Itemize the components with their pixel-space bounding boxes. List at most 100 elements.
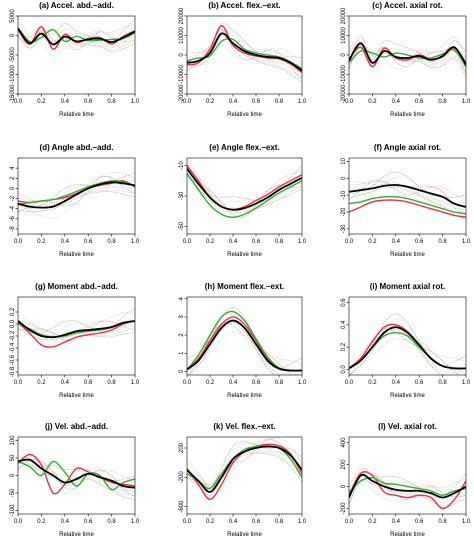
- individual-curve: [349, 181, 466, 210]
- x-tick-label: 0.6: [415, 239, 424, 245]
- y-tick-label: 4: [10, 166, 16, 170]
- x-tick-label: 1.0: [131, 239, 140, 245]
- y-tick-label: -4: [10, 205, 16, 211]
- y-tick-label: 10000: [341, 26, 347, 43]
- x-tick-label: 0.4: [392, 239, 401, 245]
- x-tick-label: 0.8: [107, 380, 116, 386]
- series-line-mean: [18, 181, 135, 209]
- x-tick-label: 0.6: [415, 380, 424, 386]
- individual-curve: [349, 318, 466, 372]
- individual-curve: [187, 175, 302, 213]
- y-tick-label: 20000: [179, 7, 185, 24]
- panel-12: (l) Vel. axial rot. 0.0 0.2 0.4 0.6 0.8 1.0 400…: [341, 422, 471, 538]
- x-axis-label: Relative time: [390, 393, 425, 399]
- y-tick-label: -20000: [179, 84, 185, 103]
- series-line-green: [187, 172, 302, 218]
- x-tick-label: 1.0: [462, 239, 471, 245]
- individual-curve: [18, 189, 135, 207]
- panel-title: (e) Angle flex.–ext.: [209, 143, 279, 152]
- individual-curve: [18, 459, 135, 497]
- individual-curve: [187, 451, 302, 491]
- x-tick-label: 0.2: [368, 519, 377, 525]
- x-tick-label: 0.8: [107, 519, 116, 525]
- y-tick-label: 0.2: [341, 342, 347, 351]
- series-line-mean: [349, 326, 466, 370]
- individual-curve: [349, 47, 466, 73]
- y-tick-label: -30: [179, 191, 185, 200]
- individual-curve: [18, 25, 135, 49]
- individual-curve: [349, 41, 466, 73]
- x-tick-label: 0.0: [345, 239, 354, 245]
- y-tick-label: 0: [10, 33, 16, 37]
- individual-curve: [349, 324, 466, 373]
- x-tick-label: 0.8: [438, 380, 447, 386]
- individual-curve: [187, 442, 302, 497]
- series-line-red: [349, 323, 466, 370]
- individual-curve: [18, 327, 135, 341]
- panel-4: (d) Angle abd.–add. 0.0 0.2 0.4 0.6 0.8 1.0 4 2 0…: [10, 143, 140, 258]
- y-tick-label: -200: [341, 502, 347, 515]
- x-tick-label: 0.6: [252, 99, 261, 105]
- individual-curve: [18, 308, 135, 334]
- y-tick-label: 0.2: [10, 307, 16, 316]
- individual-curves: [18, 308, 135, 350]
- x-tick-label: 0.8: [275, 239, 284, 245]
- plot-frame: [17, 436, 136, 515]
- individual-curve: [349, 180, 466, 208]
- individual-curve: [187, 307, 302, 370]
- individual-curve: [18, 461, 135, 488]
- series-line-green: [18, 27, 135, 43]
- x-tick-label: 0.2: [368, 380, 377, 386]
- y-tick-label: 0.4: [341, 320, 347, 329]
- individual-curve: [349, 326, 446, 375]
- y-tick-label: -2: [10, 195, 16, 201]
- y-tick-label: 0: [179, 53, 185, 57]
- x-tick-label: 0.6: [252, 239, 261, 245]
- y-tick-label: 0: [10, 473, 16, 477]
- plot-frame: [348, 296, 467, 376]
- x-tick-label: 0.2: [368, 239, 377, 245]
- individual-curve: [349, 181, 466, 201]
- x-axis-label: Relative time: [59, 112, 94, 118]
- individual-curve: [349, 466, 466, 493]
- y-tick-label: -10: [179, 161, 185, 170]
- y-tick-label: 3: [179, 315, 185, 319]
- individual-curve: [349, 187, 466, 219]
- individual-curves: [349, 313, 466, 375]
- panel-1: (a) Accel. abd.–add. 0.0 0.2 0.4 0.6 0.8 1.0 50…: [10, 1, 140, 118]
- x-tick-label: 0.6: [252, 519, 261, 525]
- y-tick-label: 10: [341, 157, 347, 164]
- x-tick-label: 0.4: [392, 99, 401, 105]
- series-line-red: [349, 199, 466, 218]
- individual-curve: [188, 322, 275, 375]
- series-line-red: [349, 471, 466, 510]
- individual-curve: [187, 450, 302, 487]
- series-line-green: [18, 180, 135, 206]
- panel-5: (e) Angle flex.–ext. 0.0 0.2 0.4 0.6 0.8 1.0 -1…: [179, 143, 307, 258]
- x-tick-label: 0.0: [183, 380, 192, 386]
- y-tick-label: 200: [179, 442, 185, 453]
- series-line-mean: [187, 319, 302, 372]
- panel-title: (c) Accel. axial rot.: [372, 1, 442, 10]
- plot-frame: [17, 157, 136, 235]
- x-tick-label: 0.2: [37, 99, 46, 105]
- individual-curve: [18, 191, 135, 212]
- x-axis-label: Relative time: [390, 252, 425, 258]
- y-tick-label: -20: [341, 207, 347, 216]
- x-tick-label: 0.0: [14, 519, 23, 525]
- y-tick-label: 2: [10, 176, 16, 180]
- individual-curve: [349, 36, 466, 68]
- panel-title: (j) Vel. abd.–add.: [45, 422, 108, 431]
- x-tick-label: 0.6: [84, 380, 93, 386]
- individual-curve: [18, 28, 135, 57]
- y-tick-label: -0.8: [10, 366, 16, 377]
- plot-frame: [348, 157, 467, 235]
- individual-curve: [187, 29, 302, 66]
- series-line-green: [18, 460, 135, 491]
- x-tick-label: 0.8: [438, 519, 447, 525]
- x-tick-label: 0.4: [229, 380, 238, 386]
- x-tick-label: 0.4: [229, 519, 238, 525]
- y-tick-label: 1: [179, 351, 185, 355]
- y-tick-label: 0: [341, 176, 347, 180]
